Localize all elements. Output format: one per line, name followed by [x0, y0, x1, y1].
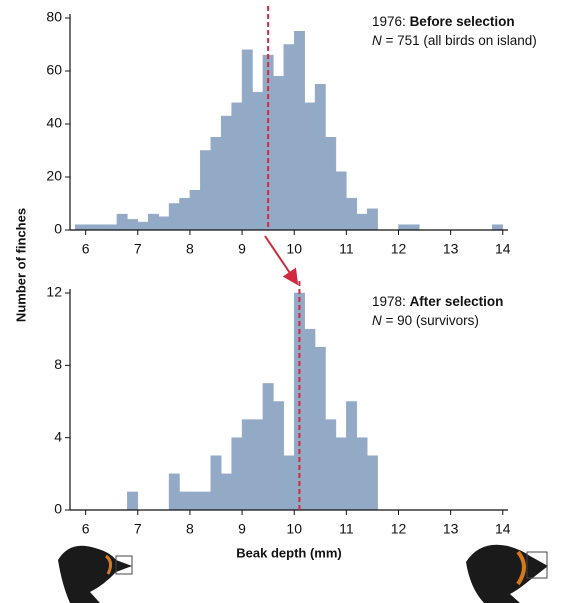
bar	[200, 150, 212, 231]
bar	[398, 224, 410, 231]
bar	[346, 401, 358, 511]
x-tick-label: 11	[339, 521, 354, 537]
y-tick-label: 60	[46, 62, 62, 78]
bar	[241, 419, 253, 511]
bar	[137, 221, 149, 231]
bar	[179, 197, 191, 231]
x-tick-label: 13	[443, 521, 459, 537]
annotation-label: After selection	[410, 294, 504, 309]
annotation-label: Before selection	[410, 14, 515, 29]
x-axis-title: Beak depth (mm)	[236, 545, 341, 560]
finch-large-beak	[466, 544, 548, 603]
y-axis-title: Number of finches	[13, 208, 28, 322]
bar	[179, 491, 191, 511]
annotation-n: N = 751 (all birds on island)	[372, 33, 537, 48]
y-tick-label: 0	[54, 501, 62, 517]
finch-small-beak	[58, 545, 133, 603]
bar	[492, 224, 504, 231]
bar	[314, 84, 326, 231]
bar	[293, 31, 305, 231]
bar	[147, 213, 159, 231]
n-text: = 751 (all birds on island)	[386, 33, 537, 48]
bar	[325, 137, 337, 231]
n-symbol: N	[372, 33, 382, 48]
bar	[231, 437, 243, 511]
x-tick-label: 14	[495, 521, 511, 537]
bar	[200, 491, 212, 511]
bar	[408, 224, 420, 231]
bar	[241, 49, 253, 231]
x-tick-label: 12	[391, 241, 407, 257]
n-text: = 90 (survivors)	[386, 313, 479, 328]
bar	[252, 419, 264, 511]
bar	[335, 437, 347, 511]
bar	[127, 219, 139, 231]
bar	[346, 197, 358, 231]
bar	[168, 203, 180, 231]
y-tick-label: 8	[54, 356, 62, 372]
bar	[168, 473, 180, 511]
arrow	[264, 235, 299, 286]
bar	[304, 102, 316, 231]
bar	[74, 224, 86, 231]
bar	[252, 91, 264, 231]
bar	[189, 491, 201, 511]
x-tick-label: 12	[391, 521, 407, 537]
y-tick-label: 20	[46, 168, 62, 184]
bar	[116, 213, 128, 231]
bar	[95, 224, 107, 231]
bar	[127, 491, 139, 511]
annotation: 1976: Before selection	[372, 14, 515, 29]
x-tick-label: 14	[495, 241, 511, 257]
bar	[220, 473, 232, 511]
bar	[85, 224, 97, 231]
bar	[356, 213, 368, 231]
x-tick-label: 9	[238, 241, 246, 257]
bar	[262, 383, 274, 511]
x-tick-label: 7	[134, 521, 142, 537]
bar	[210, 137, 222, 231]
x-tick-label: 6	[82, 241, 90, 257]
bar	[325, 419, 337, 511]
x-tick-label: 7	[134, 241, 142, 257]
y-tick-label: 12	[46, 284, 62, 300]
bar	[366, 208, 378, 231]
bar	[283, 455, 295, 511]
bar	[273, 76, 285, 231]
bar	[231, 102, 243, 231]
x-tick-label: 10	[286, 521, 302, 537]
bar	[220, 115, 232, 231]
bar	[189, 190, 201, 231]
bar	[304, 328, 316, 511]
bar	[106, 224, 118, 231]
bar	[335, 171, 347, 231]
bar	[273, 401, 285, 511]
annotation-n: N = 90 (survivors)	[372, 313, 479, 328]
x-tick-label: 9	[238, 521, 246, 537]
x-tick-label: 6	[82, 521, 90, 537]
bar	[366, 455, 378, 511]
x-tick-label: 10	[286, 241, 302, 257]
y-tick-label: 0	[54, 221, 62, 237]
x-tick-label: 13	[443, 241, 459, 257]
annotation: 1978: After selection	[372, 294, 503, 309]
x-tick-label: 11	[339, 241, 354, 257]
x-tick-label: 8	[186, 241, 194, 257]
bar	[210, 455, 222, 511]
annotation-year: 1978:	[372, 294, 406, 309]
bar	[356, 437, 368, 511]
y-tick-label: 4	[54, 428, 62, 444]
annotation-year: 1976:	[372, 14, 406, 29]
n-symbol: N	[372, 313, 382, 328]
y-tick-label: 80	[46, 9, 62, 25]
y-tick-label: 40	[46, 115, 62, 131]
bar	[314, 347, 326, 511]
bar	[158, 216, 170, 231]
bar	[283, 44, 295, 231]
x-tick-label: 8	[186, 521, 194, 537]
